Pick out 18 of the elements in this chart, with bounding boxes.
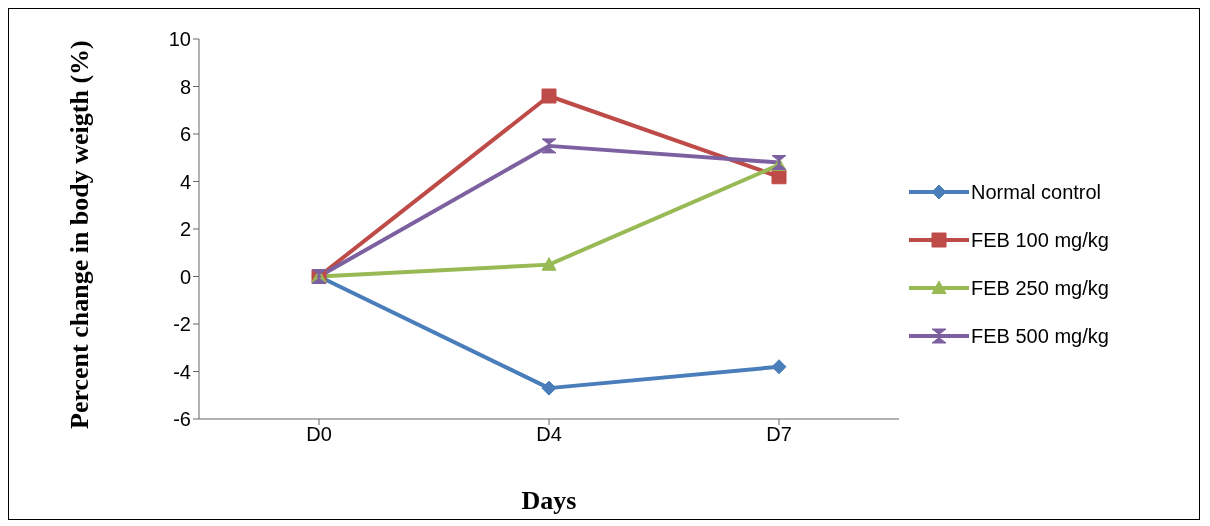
x-tick-label: D7	[766, 423, 792, 446]
y-tick-label: -4	[173, 360, 191, 383]
y-axis-title: Percent change in body weigth (%)	[65, 40, 95, 429]
y-tick-label: 8	[179, 75, 191, 98]
y-tick-label: 2	[179, 218, 191, 241]
legend-label: FEB 500 mg/kg	[971, 324, 1109, 348]
y-tick-label: -2	[173, 313, 191, 336]
y-tick-label: 6	[179, 123, 191, 146]
y-tick-label: 10	[168, 28, 191, 51]
legend-label: Normal control	[971, 180, 1102, 204]
x-tick-label: D0	[306, 423, 332, 446]
y-tick-label: 4	[179, 170, 191, 193]
legend-label: FEB 250 mg/kg	[971, 276, 1109, 300]
legend-label: FEB 100 mg/kg	[971, 228, 1109, 252]
x-tick-label: D4	[536, 423, 562, 446]
x-axis-title: Days	[521, 486, 577, 515]
y-tick-label: 0	[179, 265, 191, 288]
y-tick-label: -6	[173, 408, 191, 431]
